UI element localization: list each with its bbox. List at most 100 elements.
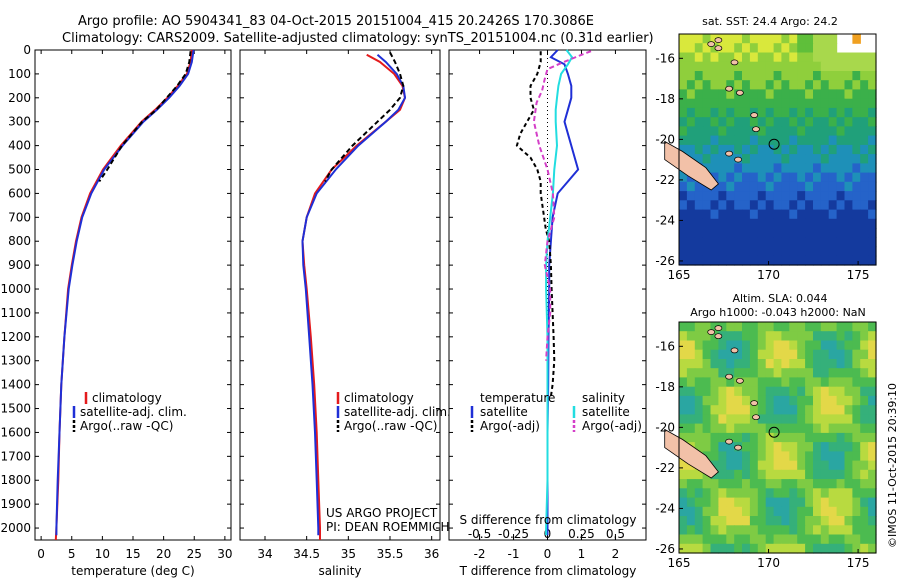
map-cell	[718, 451, 727, 462]
map-cell	[805, 414, 814, 425]
map-cell	[757, 460, 767, 471]
map-cell	[781, 218, 790, 229]
map-cell	[757, 163, 767, 174]
map-cell	[805, 89, 814, 100]
land-island	[730, 59, 739, 66]
x-tick-label: 30	[217, 547, 232, 561]
map-cell	[781, 154, 790, 164]
map-cell	[734, 516, 743, 526]
map-cell	[773, 331, 783, 341]
map-cell	[773, 322, 783, 332]
map-cell	[765, 368, 775, 378]
map-cell	[797, 218, 806, 229]
map-cell	[749, 71, 759, 81]
map-cell	[710, 460, 719, 471]
map-cell	[844, 322, 853, 332]
map-cell	[844, 237, 853, 248]
map-cell	[852, 423, 861, 434]
map-cell	[860, 349, 869, 360]
map-cell	[749, 228, 759, 238]
map-cell	[860, 469, 869, 480]
map-cell	[860, 432, 869, 443]
map-cell	[694, 405, 704, 415]
y-tick-label: 1800	[0, 473, 31, 487]
map-cell	[734, 117, 743, 127]
map-cell	[805, 52, 814, 63]
map-cell	[813, 359, 822, 369]
map-cell	[868, 181, 877, 192]
map-cell	[773, 172, 783, 183]
map-cell	[749, 163, 759, 174]
map-cell	[828, 451, 838, 462]
map-cell	[765, 488, 775, 499]
map-cell	[734, 497, 743, 508]
map-cell	[702, 126, 712, 137]
map-cell	[828, 322, 838, 332]
map-cell	[836, 181, 846, 192]
map-cell	[726, 534, 735, 545]
map-cell	[718, 442, 727, 452]
map-cell	[694, 525, 704, 536]
map-cell	[852, 331, 861, 341]
map-cell	[757, 359, 767, 369]
map-cell	[734, 405, 743, 415]
map-cell	[868, 107, 877, 118]
map-cell	[820, 488, 830, 499]
map-cell	[789, 451, 798, 462]
map-cell	[868, 451, 877, 462]
map-cell	[852, 386, 861, 397]
map-cell	[686, 80, 696, 90]
map-cell	[844, 172, 853, 183]
map-cell	[828, 89, 838, 100]
map-cell	[868, 237, 877, 248]
map-cell	[710, 377, 719, 388]
y-tick-label: 1900	[0, 497, 31, 511]
map-cell	[852, 237, 861, 248]
map-cell	[781, 423, 790, 434]
map-cell	[710, 80, 719, 90]
map-cell	[820, 209, 830, 220]
map-cell	[702, 71, 712, 81]
map-cell	[679, 377, 688, 388]
map-cell	[868, 460, 877, 471]
map-cell	[852, 322, 861, 332]
map-cell	[805, 34, 814, 44]
map-cell	[718, 543, 727, 554]
map-cell	[789, 405, 798, 415]
map-cell	[820, 322, 830, 332]
map-cell	[686, 228, 696, 238]
map-cell	[765, 479, 775, 489]
map-cell	[805, 432, 814, 443]
map-cell	[718, 144, 727, 155]
map-cell	[852, 107, 861, 118]
map-cell	[836, 61, 846, 72]
map-cell	[781, 163, 790, 174]
map-cell	[749, 405, 759, 415]
map-cell	[702, 405, 712, 415]
map-cell	[679, 191, 688, 201]
map-cell	[749, 172, 759, 183]
map-cell	[781, 52, 790, 63]
legend-label-s-argo: Argo(-adj)	[582, 419, 642, 433]
map-cell	[852, 135, 861, 146]
map-cell	[773, 349, 783, 360]
map-cell	[710, 126, 719, 137]
map-cell	[702, 191, 712, 201]
map-cell	[726, 340, 735, 351]
map-cell	[773, 144, 783, 155]
map-cell	[836, 525, 846, 536]
map-cell	[710, 516, 719, 526]
map-cell	[805, 255, 814, 266]
y-tick-label: 2000	[0, 521, 31, 535]
map-cell	[679, 534, 688, 545]
map-cell	[765, 117, 775, 127]
map-cell	[757, 237, 767, 248]
map-cell	[844, 218, 853, 229]
map-cell	[836, 71, 846, 81]
map-cell	[718, 163, 727, 174]
map-cell	[710, 98, 719, 109]
map-cell	[742, 126, 751, 137]
map-cell	[781, 479, 790, 489]
map-cell	[820, 423, 830, 434]
y-tick-label: -22	[655, 173, 675, 187]
